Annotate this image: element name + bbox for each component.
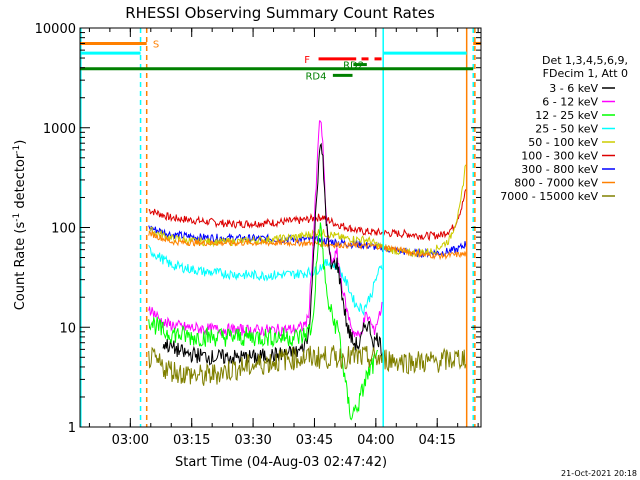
footer-date: 21-Oct-2021 20:18	[561, 469, 637, 478]
y-tick-label-10000: 10000	[35, 22, 76, 37]
x-tick-label-0400: 04:00	[357, 433, 394, 448]
series-12-25-kev	[148, 222, 379, 421]
legend-header-decimation: FDecim 1, Att 0	[543, 67, 628, 80]
flag-label-f: F	[304, 55, 310, 66]
x-tick-label-0345: 03:45	[296, 433, 333, 448]
legend-header-detectors: Det 1,3,4,5,6,9,	[542, 54, 628, 67]
x-tick-label-0330: 03:30	[234, 433, 271, 448]
series-25-50-kev	[148, 244, 383, 317]
legend-label-12-25-kev: 12 - 25 keV	[535, 109, 598, 122]
legend-label-300-800-kev: 300 - 800 keV	[521, 163, 598, 176]
legend-label-25-50-kev: 25 - 50 keV	[535, 123, 598, 136]
y-tick-label-100: 100	[51, 222, 76, 237]
legend-label-100-300-kev: 100 - 300 keV	[521, 150, 598, 163]
y-tick-label-10: 10	[59, 321, 76, 336]
x-tick-label-0315: 03:15	[173, 433, 210, 448]
flag-label-rd4: RD4	[305, 71, 326, 82]
legend-label-6-12-kev: 6 - 12 keV	[542, 96, 598, 109]
flag-label-s: S	[153, 39, 159, 50]
svg-text:Count Rate (s-1 detector-1): Count Rate (s-1 detector-1)	[12, 140, 28, 311]
series-group	[148, 120, 468, 421]
legend-label-7000-15000-kev: 7000 - 15000 keV	[500, 190, 598, 203]
legend-label-800-7000-kev: 800 - 7000 keV	[514, 177, 598, 190]
y-tick-label-1000: 1000	[43, 122, 76, 137]
y-axis-label: Count Rate (s-1 detector-1)	[12, 140, 28, 311]
legend: Det 1,3,4,5,6,9,FDecim 1, Att 0 3 - 6 keV…	[500, 54, 628, 203]
flag-label-rd2: RD2	[343, 61, 364, 72]
legend-label-3-6-kev: 3 - 6 keV	[549, 82, 598, 95]
x-axis-label: Start Time (04-Aug-03 02:47:42)	[175, 455, 387, 470]
chart-title: RHESSI Observing Summary Count Rates	[125, 4, 435, 22]
series-3-6-kev	[162, 142, 383, 366]
legend-label-50-100-kev: 50 - 100 keV	[528, 136, 598, 149]
x-tick-label-0415: 04:15	[418, 433, 455, 448]
x-tick-label-0300: 03:00	[112, 433, 149, 448]
series-800-7000-kev	[148, 230, 467, 261]
y-tick-label-1: 1	[68, 421, 76, 436]
series-7000-15000-kev	[148, 345, 467, 386]
plot-area: S F RD2 RD4 1 10 100 1000 10000 03:00 03:15 03:30 03…	[35, 22, 482, 448]
series-100-300-kev	[148, 188, 468, 242]
